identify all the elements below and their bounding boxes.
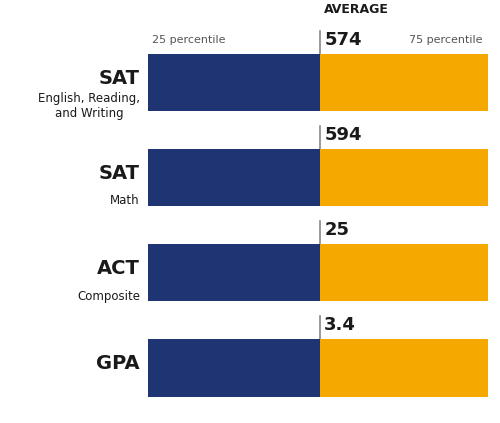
Text: 520: 520 <box>155 74 192 91</box>
Text: ACT: ACT <box>97 259 140 278</box>
Text: 530: 530 <box>155 169 192 187</box>
Text: 28: 28 <box>455 264 480 282</box>
Text: Math: Math <box>110 195 140 207</box>
Text: 650: 650 <box>442 169 480 187</box>
Text: 25: 25 <box>324 221 349 239</box>
Text: GPA: GPA <box>96 354 140 373</box>
Text: 3.4: 3.4 <box>324 316 356 334</box>
Text: 620: 620 <box>442 74 480 91</box>
Text: 21: 21 <box>155 264 180 282</box>
Text: 3.2: 3.2 <box>155 359 187 377</box>
Text: 25 percentile: 25 percentile <box>152 35 226 44</box>
Text: Composite: Composite <box>77 290 140 302</box>
Text: 594: 594 <box>324 126 362 144</box>
Text: 75 percentile: 75 percentile <box>409 35 482 44</box>
Text: AVERAGE: AVERAGE <box>324 3 389 16</box>
Text: 3.7: 3.7 <box>448 359 480 377</box>
Text: 574: 574 <box>324 31 362 49</box>
Text: SAT: SAT <box>99 164 140 183</box>
Text: SAT: SAT <box>99 69 140 88</box>
Text: English, Reading,
and Writing: English, Reading, and Writing <box>38 92 140 120</box>
